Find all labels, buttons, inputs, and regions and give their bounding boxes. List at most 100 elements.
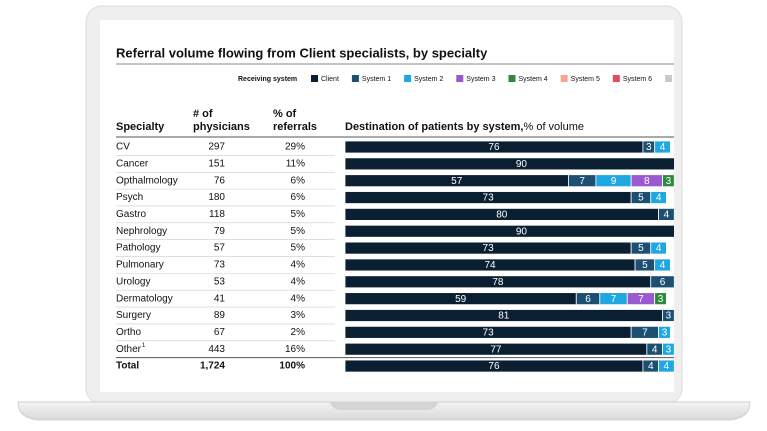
- legend-swatch: [351, 75, 359, 82]
- segment-label: 3: [646, 142, 652, 153]
- referrals: 5%: [291, 226, 306, 237]
- segment-label: 5: [638, 193, 644, 204]
- physicians: 67: [214, 327, 226, 338]
- segment-label: 4: [648, 361, 654, 372]
- segment-label: 77: [490, 344, 502, 355]
- specialty: Surgery: [116, 310, 151, 321]
- segment-label: 76: [488, 142, 500, 153]
- physicians: 1,724: [200, 361, 225, 372]
- bar-segment: [658, 325, 671, 339]
- segment-label: 5: [638, 243, 644, 254]
- legend-swatch: [508, 75, 516, 82]
- referrals: 16%: [285, 344, 305, 355]
- segment-label: 4: [656, 193, 662, 204]
- segment-label: 7: [579, 176, 585, 187]
- title: Referral volume flowing from Client spec…: [116, 45, 488, 60]
- segment-label: 7: [642, 327, 648, 338]
- legend-swatch: [311, 75, 318, 82]
- segment-label: 4: [664, 361, 670, 372]
- referrals: 5%: [291, 243, 306, 254]
- segment-label: 6: [660, 277, 666, 288]
- destination-header: Destination of patients by system,% of v…: [345, 121, 584, 133]
- laptop-base: [17, 401, 751, 421]
- destination-title: Destination of patients by system,: [345, 121, 523, 133]
- column-header: Specialty: [116, 121, 165, 133]
- referrals: 4%: [291, 293, 306, 304]
- physicians: 41: [214, 293, 226, 304]
- legend-text: Client: [321, 76, 339, 83]
- legend-text: System 2: [414, 76, 443, 83]
- segment-label: 9: [611, 176, 617, 187]
- column-header: % of: [273, 108, 297, 120]
- physicians: 180: [208, 192, 225, 203]
- segment-label: 6: [585, 294, 591, 305]
- specialty: Urology: [116, 276, 150, 287]
- column-header: # of: [193, 108, 213, 120]
- legend-swatch: [560, 75, 568, 82]
- segment-label: 3: [666, 176, 672, 187]
- segment-label: 90: [516, 226, 528, 237]
- bar-segment: [344, 224, 674, 238]
- segment-label: 78: [492, 277, 504, 288]
- physicians: 76: [214, 175, 226, 186]
- physicians: 443: [208, 344, 225, 355]
- segment-label: 8: [644, 176, 650, 187]
- legend-text: System 1: [362, 76, 391, 83]
- segment-label: 3: [658, 294, 664, 305]
- specialty: Gastro: [116, 209, 146, 220]
- segment-label: 73: [483, 327, 495, 338]
- physicians: 151: [208, 158, 225, 169]
- legend-text: System 3: [466, 76, 495, 83]
- column-header: physicians: [193, 121, 250, 133]
- segment-label: 59: [455, 294, 467, 305]
- specialty: Nephrology: [116, 226, 167, 237]
- legend-text: System 6: [623, 76, 652, 83]
- segment-label: 81: [498, 311, 510, 322]
- legend-swatch: [612, 75, 620, 82]
- legend-text: System 4: [518, 76, 547, 83]
- segment-label: 3: [662, 327, 668, 338]
- specialty: Pulmonary: [116, 260, 164, 271]
- legend-swatch: [404, 75, 412, 82]
- segment-label: 74: [484, 260, 496, 271]
- laptop-notch: [330, 402, 438, 410]
- referrals: 5%: [291, 209, 306, 220]
- segment-label: 73: [483, 193, 495, 204]
- segment-label: 4: [660, 260, 666, 271]
- bar-segment: [650, 241, 667, 255]
- referrals: 4%: [291, 260, 306, 271]
- segment-label: 5: [642, 260, 648, 271]
- specialty: Psych: [116, 192, 143, 203]
- specialty: Other: [116, 344, 142, 355]
- segment-label: 4: [652, 344, 658, 355]
- physicians: 297: [208, 142, 225, 153]
- segment-label: 3: [666, 344, 672, 355]
- specialty: Opthalmology: [116, 175, 178, 186]
- physicians: 57: [214, 243, 226, 254]
- bar-segment: [658, 207, 674, 221]
- specialty: Total: [116, 361, 139, 372]
- segment-label: 76: [488, 361, 500, 372]
- specialty: Ortho: [116, 327, 141, 338]
- physicians: 89: [214, 310, 226, 321]
- segment-label: 4: [664, 210, 670, 221]
- legend-swatch: [665, 75, 673, 82]
- screen-content: Referral volume flowing from Client spec…: [116, 45, 674, 373]
- bar-segment: [344, 157, 674, 171]
- column-header: referrals: [273, 121, 317, 133]
- segment-label: 73: [483, 243, 495, 254]
- physicians: 118: [209, 209, 225, 220]
- segment-label: 4: [660, 142, 666, 153]
- segment-label: 57: [451, 176, 463, 187]
- referrals: 2%: [291, 327, 306, 338]
- bar-segment: [658, 359, 674, 373]
- specialty: Pathology: [116, 243, 160, 254]
- segment-label: 3: [666, 311, 672, 322]
- bar-segment: [662, 174, 674, 188]
- bar-segment: [650, 191, 667, 204]
- referrals: 11%: [286, 158, 305, 169]
- specialty: Dermatology: [116, 293, 173, 304]
- legend-swatch: [456, 75, 464, 82]
- destination-unit: % of volume: [523, 121, 584, 133]
